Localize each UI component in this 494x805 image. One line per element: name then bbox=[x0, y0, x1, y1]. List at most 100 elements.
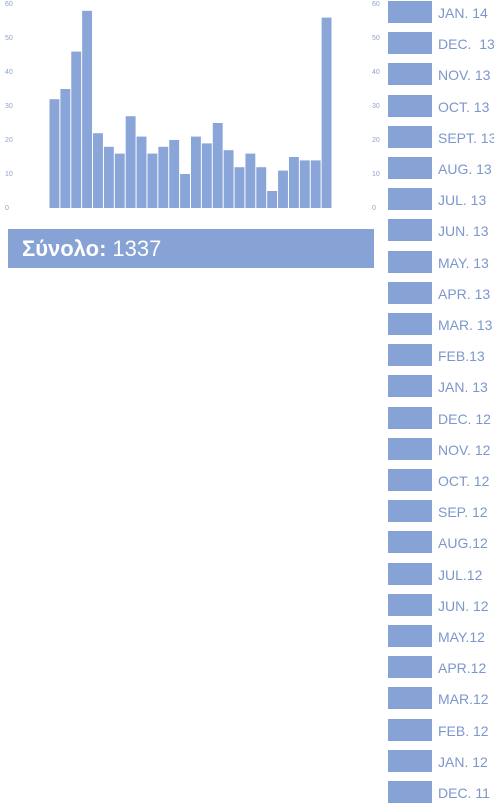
y-tick-label: 0 bbox=[5, 205, 9, 212]
month-label: JAN. 14 bbox=[438, 5, 488, 21]
month-box bbox=[388, 281, 432, 304]
y2-tick-label: 50 bbox=[372, 35, 380, 42]
month-label: JUN. 12 bbox=[438, 597, 489, 614]
bar bbox=[114, 153, 125, 208]
y2-tick-label: 30 bbox=[372, 103, 380, 110]
month-label: MAR.12 bbox=[438, 691, 489, 708]
bar bbox=[234, 167, 245, 208]
month-box bbox=[388, 188, 432, 211]
month-label: JAN. 12 bbox=[438, 753, 488, 770]
bar bbox=[136, 136, 147, 208]
month-box bbox=[388, 32, 432, 55]
month-label: SEP. 12 bbox=[438, 504, 488, 521]
month-label: NOV. 12 bbox=[438, 441, 491, 458]
month-label: FEB. 12 bbox=[438, 722, 489, 739]
month-item[interactable]: DEC. 12 bbox=[388, 406, 494, 429]
month-item[interactable]: NOV. 12 bbox=[388, 437, 494, 460]
month-box bbox=[388, 625, 432, 647]
month-label: AUG.12 bbox=[438, 535, 488, 552]
month-box bbox=[388, 781, 432, 803]
y-tick-label: 50 bbox=[5, 35, 13, 42]
total-value: 1337 bbox=[112, 236, 162, 261]
month-box bbox=[388, 375, 432, 398]
month-label: FEB.13 bbox=[438, 348, 485, 365]
y2-tick-label: 10 bbox=[372, 171, 380, 178]
month-box bbox=[388, 94, 432, 117]
month-box bbox=[388, 718, 432, 741]
month-label: NOV. 13 bbox=[438, 67, 491, 84]
bar bbox=[288, 157, 299, 208]
month-item[interactable]: MAR. 13 bbox=[388, 313, 494, 335]
month-box bbox=[388, 593, 432, 616]
y2-tick-label: 60 bbox=[372, 1, 380, 8]
month-label: JUL.12 bbox=[438, 566, 483, 583]
y-tick-label: 30 bbox=[5, 103, 13, 110]
month-box bbox=[388, 562, 432, 585]
bar bbox=[60, 89, 71, 208]
month-label: DEC. 11 bbox=[438, 785, 490, 801]
month-item[interactable]: AUG.12 bbox=[388, 531, 494, 554]
month-item[interactable]: JAN. 14 bbox=[388, 1, 494, 23]
month-item[interactable]: SEP. 12 bbox=[388, 500, 494, 523]
total-bar: Σύνολο: 1337 bbox=[8, 229, 374, 268]
bar bbox=[245, 153, 256, 208]
y2-tick-label: 0 bbox=[372, 205, 376, 212]
y2-tick-label: 20 bbox=[372, 137, 380, 144]
month-box bbox=[388, 125, 432, 148]
bar bbox=[103, 146, 114, 208]
bar bbox=[310, 160, 321, 208]
month-box bbox=[388, 313, 432, 335]
month-item[interactable]: FEB. 12 bbox=[388, 718, 494, 741]
month-item[interactable]: APR. 13 bbox=[388, 281, 494, 304]
month-item[interactable]: JUN. 13 bbox=[388, 219, 494, 242]
y2-tick-label: 40 bbox=[372, 69, 380, 76]
month-item[interactable]: JAN. 12 bbox=[388, 749, 494, 772]
y-tick-label: 40 bbox=[5, 69, 13, 76]
bar bbox=[191, 136, 201, 208]
month-item[interactable]: MAR.12 bbox=[388, 687, 494, 710]
month-item[interactable]: OCT. 12 bbox=[388, 469, 494, 491]
month-item[interactable]: OCT. 13 bbox=[388, 94, 494, 117]
month-box bbox=[388, 63, 432, 86]
month-item[interactable]: DEC. 13 bbox=[388, 32, 494, 55]
bar bbox=[49, 99, 60, 208]
month-label: MAY.12 bbox=[438, 629, 485, 645]
month-item[interactable]: DEC. 11 bbox=[388, 781, 494, 803]
month-box bbox=[388, 219, 432, 242]
total-label: Σύνολο: bbox=[22, 236, 107, 261]
month-item[interactable]: APR.12 bbox=[388, 656, 494, 679]
month-item[interactable]: JUL.12 bbox=[388, 562, 494, 585]
bar bbox=[180, 174, 190, 208]
month-box bbox=[388, 1, 432, 23]
month-label: APR.12 bbox=[438, 660, 487, 677]
month-box bbox=[388, 500, 432, 523]
y-tick-label: 10 bbox=[5, 171, 13, 178]
month-item[interactable]: JUL. 13 bbox=[388, 188, 494, 211]
month-box bbox=[388, 250, 432, 273]
month-item[interactable]: AUG. 13 bbox=[388, 157, 494, 179]
month-label: OCT. 12 bbox=[438, 473, 490, 489]
month-box bbox=[388, 656, 432, 679]
month-label: JUN. 13 bbox=[438, 223, 489, 240]
month-item[interactable]: JUN. 12 bbox=[388, 593, 494, 616]
month-label: APR. 13 bbox=[438, 285, 491, 302]
bar bbox=[82, 10, 93, 208]
bar bbox=[223, 150, 234, 208]
bar bbox=[267, 191, 278, 208]
month-label: OCT. 13 bbox=[438, 98, 490, 115]
bar bbox=[93, 133, 103, 208]
month-item[interactable]: MAY.12 bbox=[388, 625, 494, 647]
month-item[interactable]: FEB.13 bbox=[388, 344, 494, 367]
bar bbox=[299, 160, 310, 208]
month-label: JUL. 13 bbox=[438, 192, 487, 209]
month-item[interactable]: MAY. 13 bbox=[388, 250, 494, 273]
month-label: DEC. 13 bbox=[438, 36, 494, 53]
month-item[interactable]: SEPT. 13 bbox=[388, 125, 494, 148]
month-item[interactable]: NOV. 13 bbox=[388, 63, 494, 86]
bar bbox=[256, 167, 267, 208]
bar bbox=[278, 170, 288, 208]
month-item[interactable]: JAN. 13 bbox=[388, 375, 494, 398]
bar bbox=[158, 146, 169, 208]
month-box bbox=[388, 406, 432, 429]
